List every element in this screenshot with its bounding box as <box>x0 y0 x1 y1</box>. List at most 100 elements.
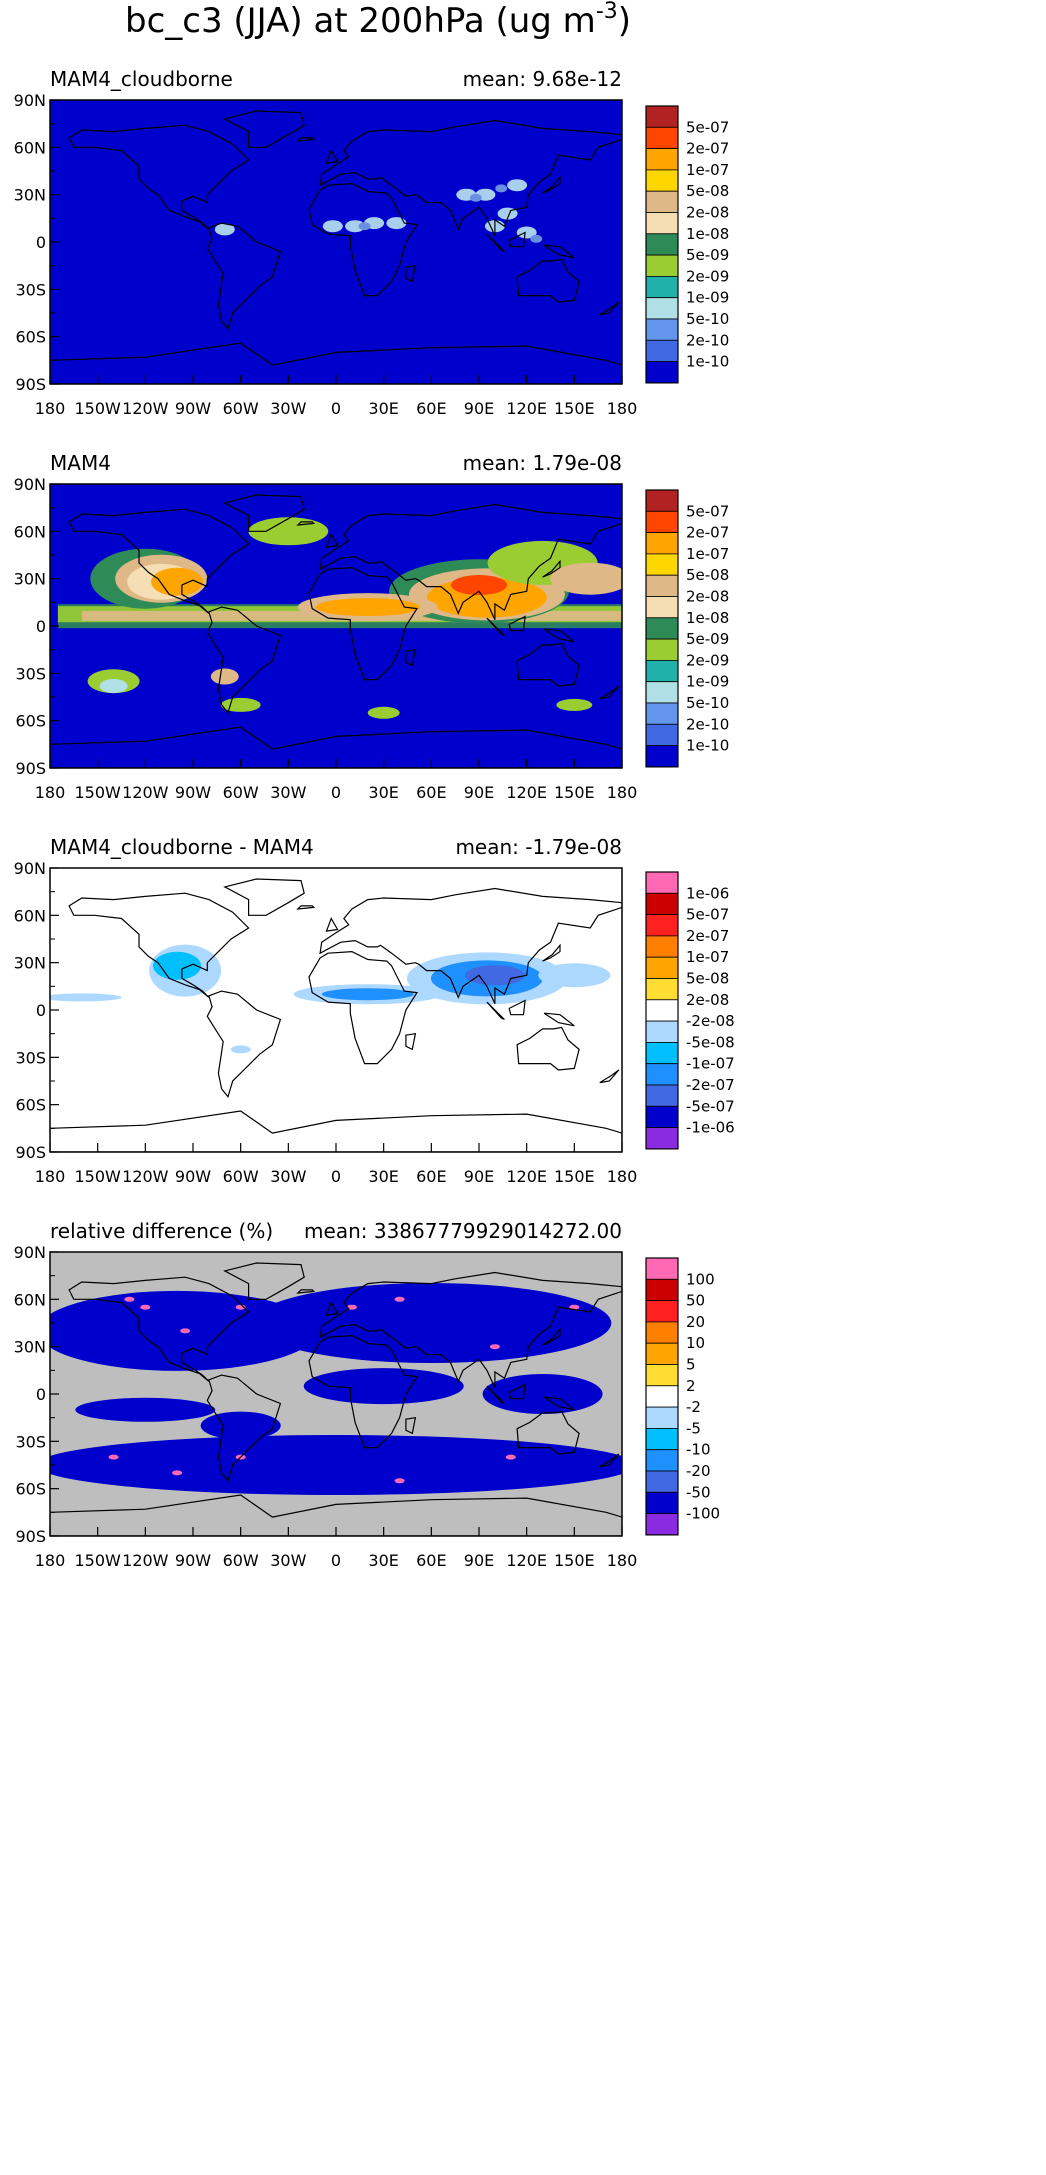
y-tick-label: 30N <box>14 1338 46 1357</box>
coastline <box>516 1410 580 1455</box>
coastline <box>405 264 417 283</box>
y-tick-label: 90N <box>14 91 46 110</box>
colorbar-swatch <box>645 1300 679 1323</box>
coastline <box>486 1385 505 1405</box>
colorbar-label: 2e-09 <box>686 267 729 285</box>
coastline <box>516 642 580 687</box>
x-tick-label: 180 <box>35 783 66 802</box>
colorbar-swatch <box>645 126 679 150</box>
coastline <box>50 1110 622 1152</box>
x-tick-label: 120E <box>506 783 547 802</box>
x-tick-label: 150E <box>554 1167 595 1186</box>
colorbar-label: 5e-08 <box>686 566 729 584</box>
y-tick-label: 30S <box>15 1048 46 1067</box>
y-tick-label: 90N <box>14 1243 46 1262</box>
colorbar-label: 2e-08 <box>686 204 729 222</box>
colorbar-swatch <box>645 1406 679 1429</box>
y-tick-label: 0 <box>36 617 46 636</box>
y-tick-label: 30N <box>14 186 46 205</box>
colorbar-frame <box>645 105 679 384</box>
colorbar-label: 1e-08 <box>686 225 729 243</box>
x-tick-label: 0 <box>331 399 341 418</box>
colorbar-swatch <box>645 914 679 937</box>
x-tick-label: 150E <box>554 399 595 418</box>
x-tick-label: 30W <box>270 1167 306 1186</box>
colorbar-swatch <box>645 1127 679 1150</box>
x-tick-label: 30E <box>368 1551 398 1568</box>
colorbar-label: 5e-09 <box>686 630 729 648</box>
colorbar-swatch <box>645 723 679 746</box>
difference-patch <box>346 1304 357 1310</box>
concentration-patch <box>367 706 400 719</box>
x-tick-label: 120W <box>122 1167 169 1186</box>
x-tick-label: 180 <box>35 1551 66 1568</box>
colorbar-label: 5e-07 <box>686 118 729 136</box>
colorbar-label: 100 <box>686 1270 715 1288</box>
colorbar-swatch <box>645 275 679 299</box>
colorbar-swatch <box>645 1257 679 1280</box>
coastline <box>486 1001 505 1021</box>
x-tick-label: 90E <box>464 1167 494 1186</box>
x-tick-label: 60E <box>416 399 446 418</box>
x-tick-label: 90E <box>464 783 494 802</box>
colorbar-swatch <box>645 1278 679 1302</box>
colorbar-label: 5e-10 <box>686 694 729 712</box>
colorbar-label: -1e-07 <box>686 1055 735 1073</box>
coastline <box>599 1069 620 1084</box>
y-tick-label: 0 <box>36 1001 46 1020</box>
coastline <box>50 1494 622 1536</box>
difference-patch <box>303 1368 464 1405</box>
coastlines <box>50 878 622 1152</box>
x-tick-label: 120W <box>122 1551 169 1568</box>
x-tick-label: 150W <box>74 783 121 802</box>
coastline <box>206 222 282 331</box>
coastline <box>223 494 305 532</box>
colorbar-swatch <box>645 254 679 277</box>
x-tick-label: 150E <box>554 783 595 802</box>
coastline <box>296 1289 316 1294</box>
difference-patch <box>505 1454 516 1460</box>
colorbar-label: 1e-09 <box>686 289 729 307</box>
map-panel-4: relative difference (%) mean: 33867779929… <box>14 1219 720 1568</box>
colorbar-swatch <box>645 978 679 1001</box>
concentration-patch <box>358 222 371 231</box>
coastline <box>543 244 575 259</box>
map-background <box>50 868 622 1152</box>
colorbar-label: 20 <box>686 1313 705 1331</box>
colorbar-label: -2e-08 <box>686 1012 735 1030</box>
x-tick-label: 120W <box>122 399 169 418</box>
concentration-patch <box>322 220 343 233</box>
colorbar-4: 100 50 20 10 5 2 -2 -5 -10 -20 -50 -100 <box>645 1257 720 1536</box>
colorbar-label: -100 <box>686 1505 720 1523</box>
x-tick-label: 150W <box>74 1551 121 1568</box>
colorbar-swatch <box>645 660 679 683</box>
map-panel-1: MAM4_cloudborne mean: 9.68e-12 90N 60N 30N 0 3… <box>14 67 730 418</box>
colorbar-swatch <box>645 1020 679 1043</box>
colorbar-label: 5e-07 <box>686 906 729 924</box>
colorbar-swatch <box>645 1491 679 1515</box>
colorbar-label: 10 <box>686 1334 705 1352</box>
x-tick-label: 180 <box>35 399 66 418</box>
concentration-patch <box>99 679 128 693</box>
colorbar-swatch <box>645 361 679 384</box>
difference-patch <box>124 1296 135 1302</box>
colorbar-label: 1e-10 <box>686 353 729 371</box>
coastline <box>516 1026 580 1071</box>
coastline <box>508 1383 526 1400</box>
difference-patch <box>394 1478 405 1484</box>
colorbar-label: -5e-07 <box>686 1097 735 1115</box>
concentration-patch <box>530 234 543 243</box>
x-tick-label: 30E <box>368 783 398 802</box>
x-tick-label: 60W <box>223 399 259 418</box>
coastlines <box>50 494 622 768</box>
colorbar-swatch <box>645 574 679 597</box>
colorbar-swatch <box>645 1321 679 1344</box>
difference-patch <box>321 988 414 1001</box>
difference-patch <box>75 1397 216 1422</box>
difference-patch <box>172 1470 183 1476</box>
colorbar-label: 5e-08 <box>686 182 729 200</box>
colorbar-swatch <box>645 190 679 213</box>
coastline <box>325 917 339 932</box>
x-tick-label: 0 <box>331 783 341 802</box>
coastline <box>319 887 622 1004</box>
